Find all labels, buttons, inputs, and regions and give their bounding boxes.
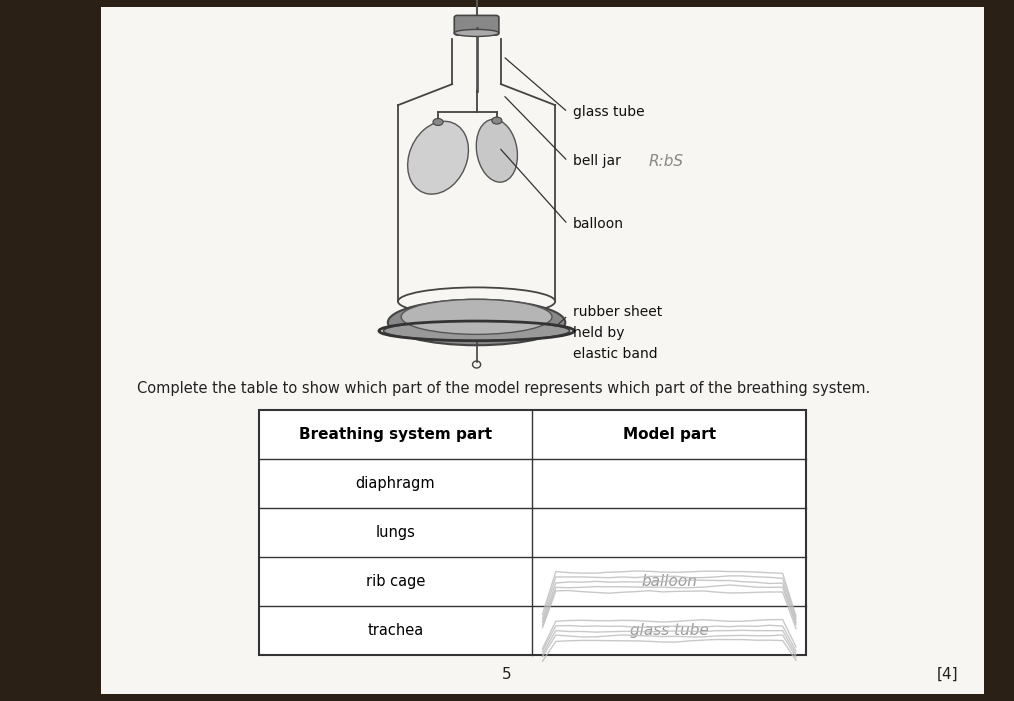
Text: [4]: [4]	[937, 667, 958, 682]
Text: rubber sheet: rubber sheet	[573, 305, 662, 319]
Text: lungs: lungs	[375, 525, 416, 540]
Text: glass tube: glass tube	[630, 623, 709, 639]
Ellipse shape	[383, 321, 570, 341]
Text: glass tube: glass tube	[573, 105, 645, 119]
Text: balloon: balloon	[641, 574, 698, 590]
Text: Complete the table to show which part of the model represents which part of the : Complete the table to show which part of…	[137, 381, 870, 396]
Text: balloon: balloon	[573, 217, 624, 231]
Text: Model part: Model part	[623, 427, 716, 442]
FancyBboxPatch shape	[101, 7, 984, 694]
FancyBboxPatch shape	[259, 410, 806, 655]
Ellipse shape	[477, 119, 517, 182]
Text: Breathing system part: Breathing system part	[299, 427, 492, 442]
Text: trachea: trachea	[367, 623, 424, 639]
Ellipse shape	[454, 29, 499, 36]
Ellipse shape	[397, 287, 556, 315]
Text: diaphragm: diaphragm	[356, 476, 435, 491]
Ellipse shape	[408, 121, 468, 194]
FancyBboxPatch shape	[454, 15, 499, 35]
Text: held by: held by	[573, 326, 625, 340]
Ellipse shape	[388, 299, 566, 346]
Text: elastic band: elastic band	[573, 347, 657, 361]
Ellipse shape	[433, 118, 443, 125]
Text: rib cage: rib cage	[366, 574, 425, 590]
Ellipse shape	[402, 299, 552, 334]
Ellipse shape	[492, 117, 502, 124]
Text: R:bS: R:bS	[649, 154, 684, 169]
Text: 5: 5	[502, 667, 512, 682]
Text: bell jar: bell jar	[573, 154, 621, 168]
